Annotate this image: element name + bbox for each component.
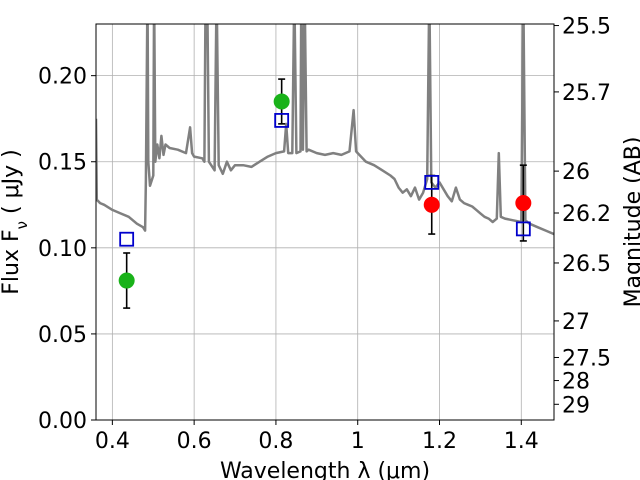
- right-tick-label: 26.2: [562, 202, 611, 227]
- observed-point: [515, 195, 532, 212]
- axes-frame: [95, 23, 555, 421]
- model-point: [119, 231, 135, 247]
- y-axis-label-main: Flux F: [0, 229, 24, 294]
- x-tick-label: 1.4: [504, 429, 539, 454]
- right-tick-label: 25.7: [562, 81, 611, 106]
- x-tick-label: 0.8: [258, 429, 293, 454]
- observed-point: [423, 196, 440, 213]
- model-point: [274, 113, 290, 128]
- x-axis-label: Wavelength λ (μm): [220, 459, 430, 480]
- right-tick-label: 26: [562, 160, 590, 185]
- right-tick-label: 26.5: [562, 252, 611, 277]
- grid: [96, 24, 554, 421]
- x-tick-label: 1.2: [422, 429, 457, 454]
- observed-point: [118, 272, 135, 289]
- model-point: [424, 174, 440, 190]
- markers: [118, 78, 532, 309]
- ticks: 0.4 0.6 0.8 1 1.2 1.4 0.00 0.05 0.10 0.15 0.20 25.5…: [38, 15, 611, 454]
- right-axis-label: Magnitude (AB): [621, 137, 640, 308]
- y-axis-label-unit: ( μJy ): [0, 149, 24, 221]
- model-spectrum-line: [96, 24, 554, 236]
- x-tick-label: 0.6: [177, 429, 212, 454]
- observed-point: [273, 93, 290, 110]
- y-tick-label: 0.00: [38, 409, 87, 434]
- plot-area: [96, 24, 554, 236]
- y-axis-label: Flux Fν ( μJy ): [0, 149, 31, 294]
- y-tick-label: 0.05: [38, 323, 87, 348]
- y-axis-label-subscript: ν: [13, 221, 31, 229]
- right-tick-label: 27.5: [562, 346, 611, 371]
- y-tick-label: 0.10: [38, 237, 87, 262]
- y-tick-label: 0.20: [38, 65, 87, 90]
- x-tick-label: 1: [351, 429, 365, 454]
- x-tick-label: 0.4: [95, 429, 130, 454]
- right-tick-label: 25.5: [562, 15, 611, 40]
- y-tick-label: 0.15: [38, 151, 87, 176]
- right-tick-label: 29: [562, 393, 590, 418]
- model-point: [515, 221, 531, 237]
- right-tick-label: 27: [562, 310, 590, 335]
- right-tick-label: 28: [562, 370, 590, 395]
